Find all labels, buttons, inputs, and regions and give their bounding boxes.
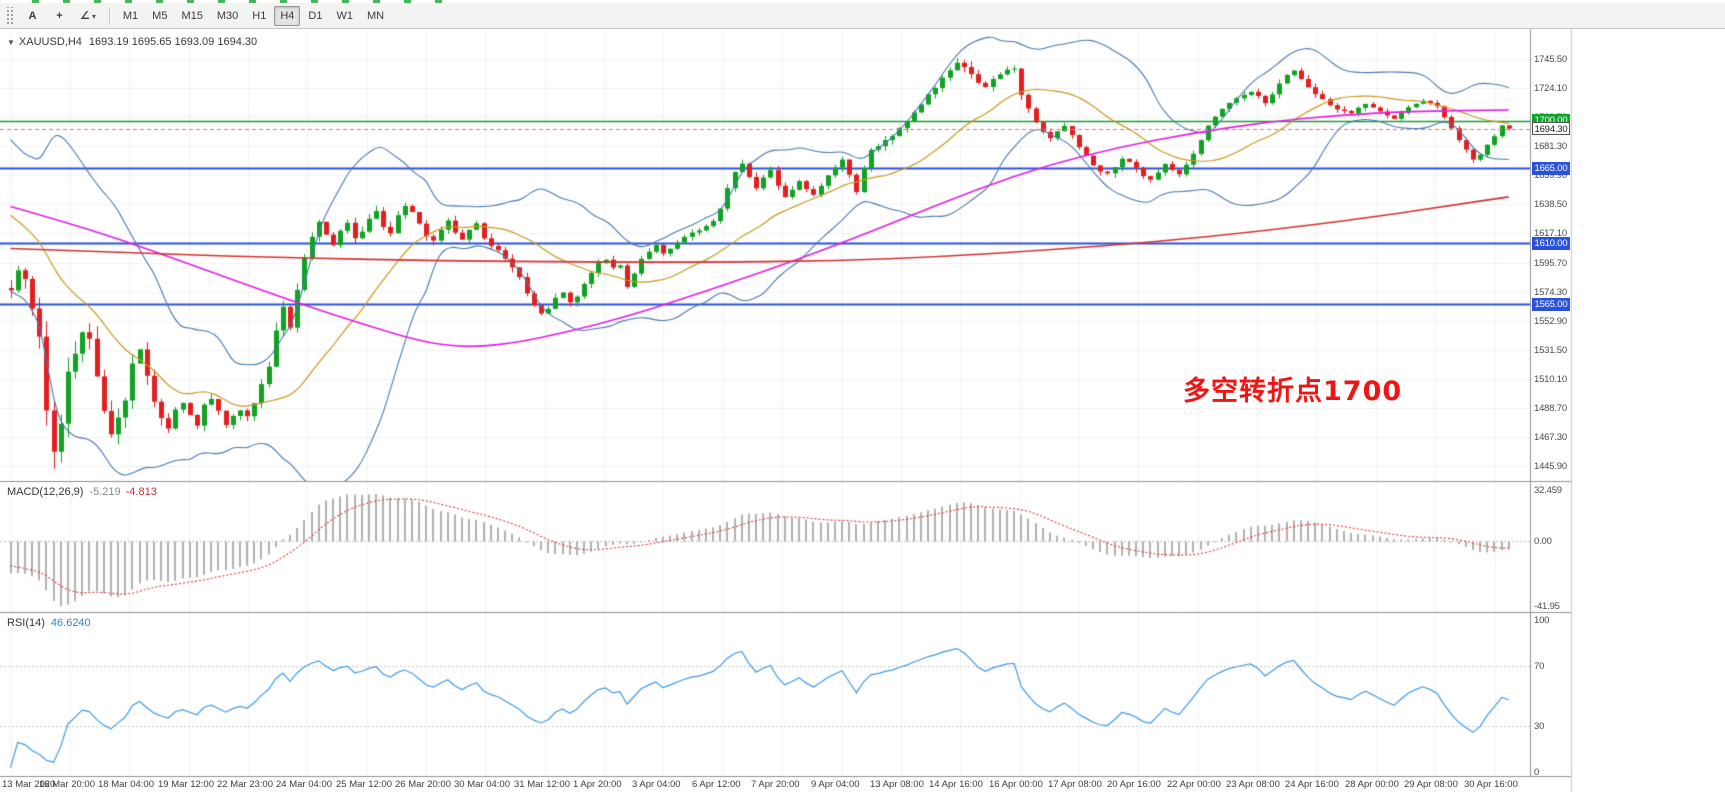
cropped-toolbar-remnant	[32, 0, 462, 3]
time-axis-label: 26 Mar 20:00	[395, 779, 451, 790]
time-axis-label: 18 Mar 04:00	[98, 779, 154, 790]
time-axis-label: 9 Apr 04:00	[811, 779, 860, 790]
time-axis-label: 7 Apr 20:00	[751, 779, 800, 790]
time-axis-label: 17 Apr 08:00	[1048, 779, 1102, 790]
rsi-label: RSI(14) 46.6240	[7, 617, 91, 629]
timeframe-D1[interactable]: D1	[302, 6, 328, 26]
time-axis-label: 22 Apr 00:00	[1167, 779, 1221, 790]
price-tick-label: 1445.90	[1534, 461, 1567, 472]
rsi-scale-label: 100	[1534, 615, 1550, 626]
rsi-panel	[0, 612, 1530, 776]
price-tick-label: 1595.70	[1534, 257, 1567, 269]
time-axis-label: 28 Apr 00:00	[1345, 779, 1399, 790]
time-axis-label: 19 Mar 12:00	[158, 779, 214, 790]
price-tick-label: 1552.90	[1534, 315, 1567, 327]
rsi-value: 46.6240	[50, 617, 91, 629]
time-axis-label: 29 Apr 08:00	[1404, 779, 1458, 790]
time-axis-label: 30 Mar 04:00	[454, 779, 510, 790]
macd-scale-label: -41.95	[1534, 601, 1560, 612]
macd-name: MACD(12,26,9)	[7, 486, 84, 498]
price-tick-label: 1574.30	[1534, 286, 1567, 298]
toolbar-separator	[108, 6, 110, 25]
timeframe-M15[interactable]: M15	[175, 6, 208, 26]
price-tick-label: 1745.50	[1534, 54, 1567, 65]
price-badge-support-1665: 1665.00	[1532, 161, 1570, 175]
macd-scale-label: 0.00	[1534, 535, 1552, 547]
macd-main-value: -5.219	[89, 486, 121, 498]
timeframe-H4[interactable]: H4	[274, 5, 301, 26]
time-axis-label: 13 Mar 2020	[2, 779, 56, 790]
chart-title: ▼ XAUUSD,H4 1693.19 1695.65 1693.09 1694.3…	[7, 36, 257, 48]
timeframe-M5[interactable]: M5	[146, 6, 173, 26]
ohlc-values: 1693.19 1695.65 1693.09 1694.30	[88, 36, 258, 48]
price-tick-label: 1659.90	[1534, 170, 1567, 182]
macd-signal-value: -4.813	[125, 486, 157, 498]
main-chart-panel	[0, 29, 1530, 481]
dropdown-caret-icon: ▾	[91, 12, 96, 21]
time-axis-label: 1 Apr 20:00	[573, 779, 622, 790]
macd-label: MACD(12,26,9) -5.219 -4.813	[7, 486, 157, 498]
line-studies-button[interactable]: ∠ ▾	[74, 6, 102, 26]
rsi-name: RSI(14)	[7, 617, 45, 629]
price-tick-label: 1617.10	[1534, 228, 1567, 240]
price-tick-label: 1467.30	[1534, 431, 1567, 443]
time-axis-label: 23 Apr 08:00	[1226, 779, 1280, 790]
time-axis-label: 20 Apr 16:00	[1107, 779, 1161, 790]
time-axis-label: 24 Apr 16:00	[1285, 779, 1339, 790]
crosshair-tool-button[interactable]: +	[47, 6, 72, 26]
collapse-chart-icon[interactable]: ▼	[7, 38, 15, 47]
symbol-period-label: XAUUSD,H4	[18, 36, 82, 48]
time-axis-label: 13 Apr 08:00	[870, 779, 924, 790]
macd-panel	[0, 481, 1530, 612]
time-axis-label: 25 Mar 12:00	[336, 779, 392, 790]
time-axis-label: 24 Mar 04:00	[276, 779, 332, 790]
timeframe-M1[interactable]: M1	[117, 6, 144, 26]
rsi-scale-label: 30	[1534, 721, 1545, 733]
text-tool-button[interactable]: A	[20, 6, 45, 26]
price-tick-label: 1510.10	[1534, 373, 1567, 385]
price-tick-label: 1638.50	[1534, 199, 1567, 211]
rsi-scale-label: 0	[1534, 767, 1540, 778]
price-tick-label: 1724.10	[1534, 83, 1567, 95]
timeframe-M30[interactable]: M30	[211, 6, 244, 26]
time-axis-label: 3 Apr 04:00	[632, 779, 681, 790]
toolbar-grip[interactable]	[5, 6, 14, 25]
price-badge-support-1565: 1565.00	[1532, 297, 1570, 311]
chart-annotation-text: 多空转折点1700	[1183, 376, 1403, 407]
price-tick-label: 1488.70	[1534, 402, 1567, 414]
timeframe-group: M1 M5 M15 M30 H1 H4 D1 W1 MN	[116, 5, 391, 26]
rsi-scale-label: 70	[1534, 660, 1545, 672]
time-axis-label: 6 Apr 12:00	[692, 779, 741, 790]
time-axis-label: 22 Mar 23:00	[217, 779, 273, 790]
chart-toolbar: A + ∠ ▾ M1 M5 M15 M30 H1 H4 D1 W1 MN	[0, 3, 1725, 29]
timeframe-MN[interactable]: MN	[361, 6, 390, 26]
time-axis-label: 14 Apr 16:00	[929, 779, 983, 790]
timeframe-W1[interactable]: W1	[330, 6, 359, 26]
macd-scale-label: 32.459	[1534, 485, 1562, 496]
price-badge-support-1610: 1610.00	[1532, 236, 1570, 250]
timeframe-H1[interactable]: H1	[246, 6, 272, 26]
line-studies-icon: ∠	[80, 10, 90, 22]
price-tick-label: 1681.30	[1534, 141, 1567, 153]
price-badge-current-price: 1694.30	[1532, 122, 1570, 136]
price-tick-label: 1531.50	[1534, 344, 1567, 356]
time-axis-label: 30 Apr 16:00	[1464, 779, 1518, 790]
time-axis-label: 31 Mar 12:00	[514, 779, 570, 790]
time-axis-label: 16 Mar 20:00	[39, 779, 95, 790]
time-axis-label: 16 Apr 00:00	[989, 779, 1043, 790]
